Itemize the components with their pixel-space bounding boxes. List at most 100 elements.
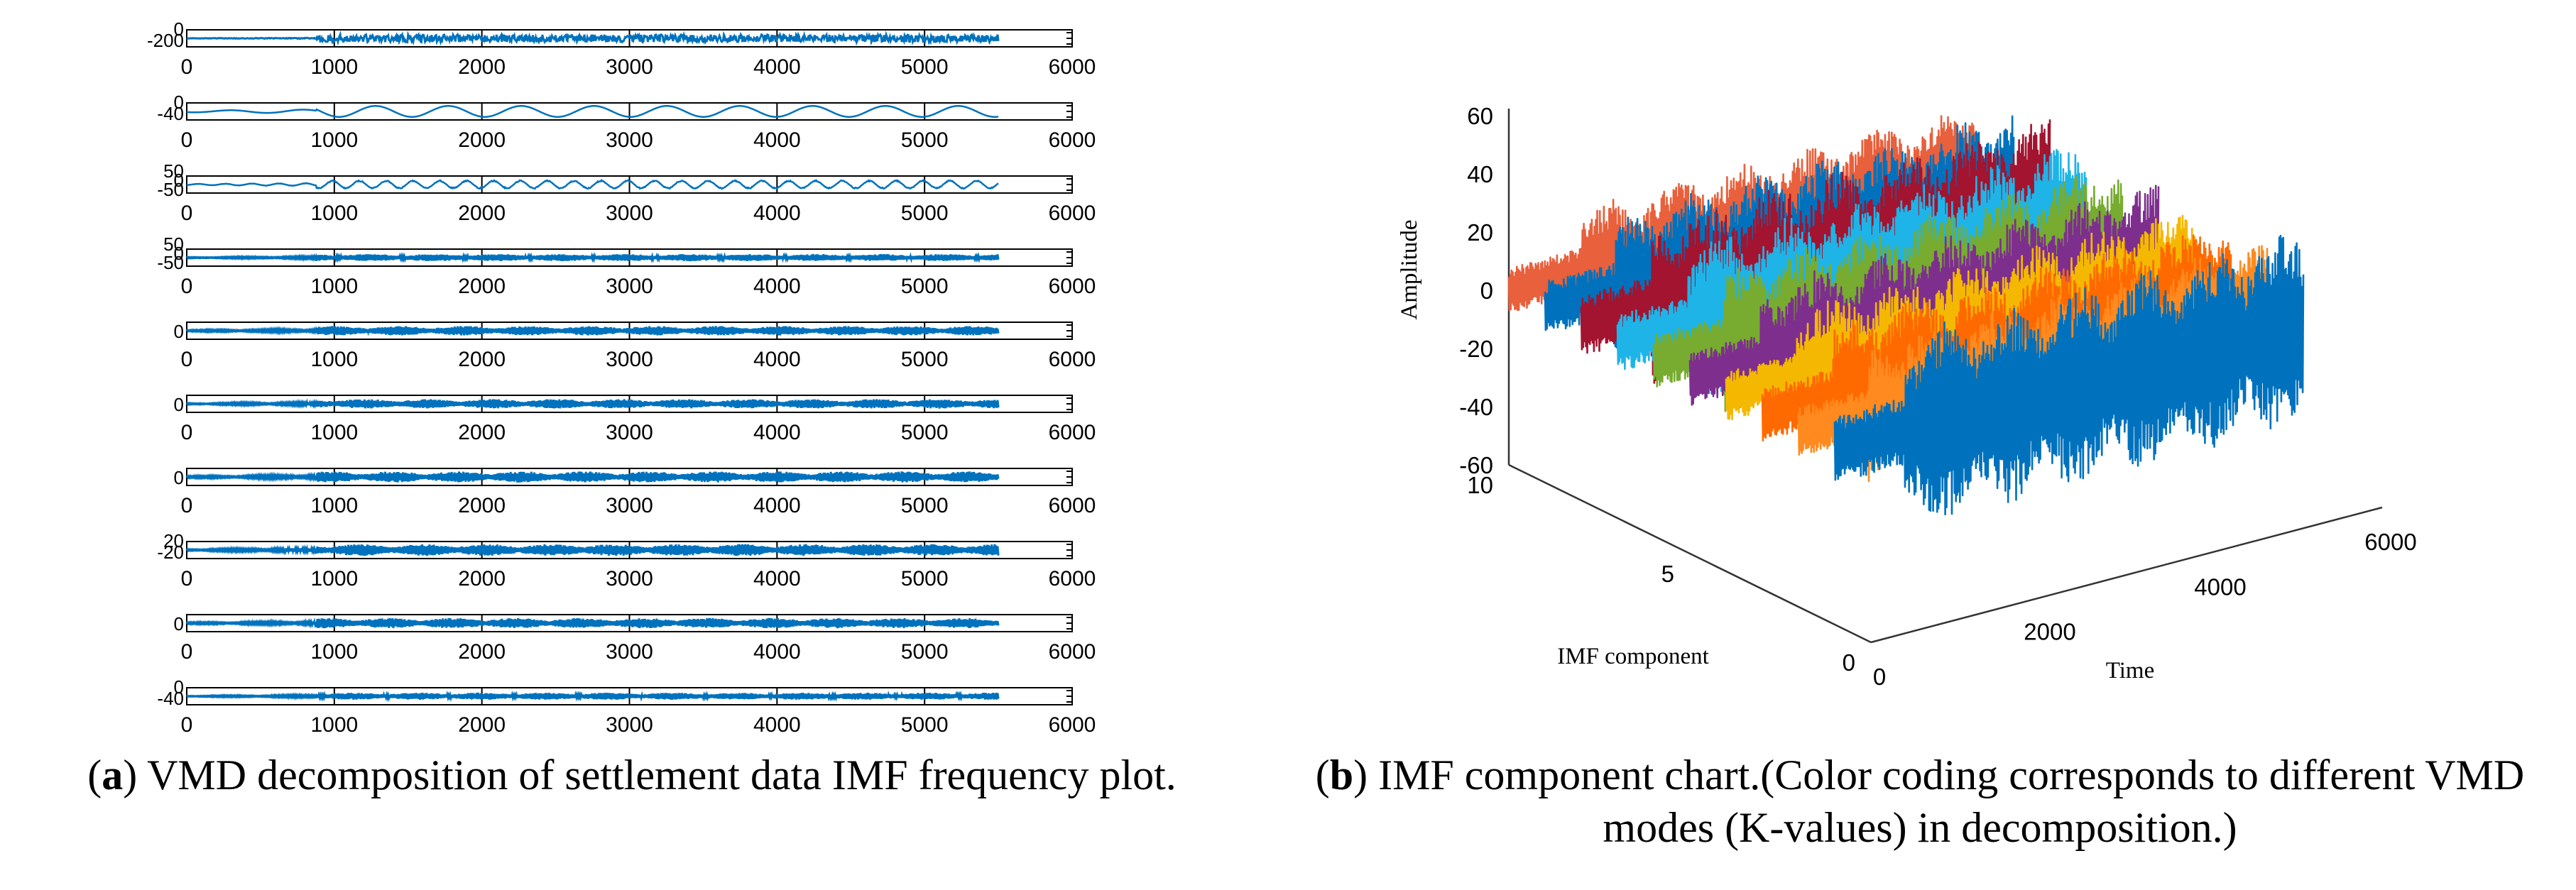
strip-x-tick-label: 3000: [606, 275, 653, 298]
strip-x-tick-label: 6000: [1049, 421, 1096, 444]
strip-y-tick-label: 0: [174, 243, 184, 264]
imf-strip-5: 0 0 1000 2000 3000 4000 5000 6000: [174, 321, 1096, 371]
imf-signal-6: [185, 398, 1000, 410]
strip-x-tick-label: 1000: [310, 494, 358, 517]
strip-y-tick-label: 0: [174, 170, 184, 191]
amplitude-axis-label: Amplitude: [1397, 219, 1422, 319]
caption-b-text: ) IMF component chart.(Color coding corr…: [1353, 752, 2525, 851]
imf-signal-3: [187, 178, 999, 190]
strip-y-tick-label: 50: [163, 234, 184, 255]
component-tick-label: 0: [1843, 649, 1855, 676]
component-tick-label: 10: [1467, 472, 1493, 498]
time-tick-label: 4000: [2194, 573, 2246, 600]
time-axis-label: Time: [2106, 658, 2154, 683]
amplitude-tick-label: -60: [1459, 452, 1493, 478]
strip-x-tick-label: 1000: [310, 421, 358, 444]
strip-x-tick-label: 1000: [310, 567, 358, 590]
strip-y-tick-label: 0: [174, 467, 184, 488]
strip-x-tick-label: 3000: [606, 348, 653, 371]
strip-x-tick-label: 2000: [458, 202, 506, 225]
caption-b-label: b: [1329, 752, 1354, 798]
strip-x-tick-label: 1000: [310, 128, 358, 152]
strip-x-tick-label: 6000: [1049, 348, 1096, 371]
strip-x-tick-label: 4000: [753, 640, 801, 664]
strip-y-tick-label: -40: [157, 688, 184, 709]
imf-signal-2: [187, 105, 999, 118]
strip-x-tick-label: 5000: [901, 275, 949, 298]
strip-x-tick-label: 6000: [1049, 494, 1096, 517]
time-axis: [1870, 506, 2383, 644]
imf-signal-8: [185, 544, 1000, 556]
strip-x-tick-label: 3000: [606, 713, 653, 737]
strip-x-tick-label: 2000: [458, 128, 506, 152]
component-axis-label: IMF component: [1557, 644, 1709, 669]
strip-x-tick-label: 5000: [901, 202, 949, 225]
series-imf-component-1: [1833, 234, 2305, 516]
strip-x-tick-label: 3000: [606, 128, 653, 152]
strip-y-tick-label: -50: [157, 179, 184, 200]
strip-x-tick-label: 5000: [901, 128, 949, 152]
strip-x-tick-label: 2000: [458, 713, 506, 737]
strip-x-tick-label: 0: [181, 275, 193, 298]
imf-strip-4: 500-500 1000 2000 3000 4000 5000 6000: [157, 234, 1096, 298]
strip-x-tick-label: 6000: [1049, 275, 1096, 298]
amplitude-tick-label: -40: [1459, 394, 1493, 420]
strip-y-tick-label: 0: [174, 394, 184, 415]
time-tick-label: 6000: [2364, 529, 2416, 555]
imf-signal-5: [185, 325, 1000, 336]
imf-strip-6: 0 0 1000 2000 3000 4000 5000 6000: [174, 394, 1096, 444]
strip-x-tick-label: 4000: [753, 55, 801, 79]
strip-x-tick-label: 4000: [753, 494, 801, 517]
series-group: [1507, 115, 2305, 516]
strip-x-tick-label: 2000: [458, 567, 506, 590]
strip-x-tick-label: 1000: [310, 275, 358, 298]
strip-y-tick-label: 50: [163, 160, 184, 182]
strip-x-tick-label: 4000: [753, 202, 801, 225]
time-tick-label: 2000: [2024, 619, 2075, 645]
strip-x-tick-label: 0: [181, 567, 193, 590]
strip-x-tick-label: 2000: [458, 640, 506, 664]
strip-x-tick-label: 0: [181, 128, 193, 152]
strip-x-tick-label: 2000: [458, 421, 506, 444]
imf-strip-8: 20-20 0 1000 2000 3000 4000 5000 6000: [157, 530, 1096, 590]
caption-a: (a) VMD decomposition of settlement data…: [87, 752, 1177, 798]
amplitude-tick-label: 60: [1467, 103, 1493, 129]
caption-a-text: ) VMD decomposition of settlement data I…: [123, 752, 1177, 798]
caption-b: (b) IMF component chart.(Color coding co…: [1315, 752, 2525, 851]
strip-x-tick-label: 5000: [901, 421, 949, 444]
imf-strip-7: 0 0 1000 2000 3000 4000 5000 6000: [174, 467, 1096, 517]
strip-x-tick-label: 0: [181, 55, 193, 79]
strip-x-tick-label: 5000: [901, 55, 949, 79]
chart-b-imf-3d-waterfall: 60 40 20 0 -20 -40 -60 0 2000 4000 6000 0 5 10 Time IMF…: [1397, 103, 2417, 690]
strip-x-tick-label: 3000: [606, 640, 653, 664]
strip-x-tick-label: 5000: [901, 713, 949, 737]
strip-y-tick-label: 0: [174, 92, 184, 113]
strip-x-tick-label: 4000: [753, 348, 801, 371]
amplitude-tick-label: -20: [1459, 336, 1493, 362]
strip-y-tick-label: 0: [174, 613, 184, 634]
strip-x-tick-label: 4000: [753, 713, 801, 737]
strip-y-tick-label: 0: [174, 676, 184, 698]
strip-x-tick-label: 0: [181, 348, 193, 371]
strip-x-tick-label: 0: [181, 640, 193, 664]
strip-x-tick-label: 4000: [753, 128, 801, 152]
imf-strip-2: 0-400 1000 2000 3000 4000 5000 6000: [157, 92, 1096, 152]
imf-signal-1: [186, 30, 1000, 46]
imf-strip-10: 0-400 1000 2000 3000 4000 5000 6000: [157, 676, 1096, 737]
strip-x-tick-label: 5000: [901, 640, 949, 664]
strip-x-tick-label: 5000: [901, 348, 949, 371]
amplitude-tick-label: 0: [1480, 278, 1493, 304]
imf-strip-1: 0-2000 1000 2000 3000 4000 5000 6000: [147, 18, 1096, 79]
strip-x-tick-label: 0: [181, 713, 193, 737]
strip-x-tick-label: 2000: [458, 275, 506, 298]
strip-x-tick-label: 1000: [310, 713, 358, 737]
strip-x-tick-label: 3000: [606, 55, 653, 79]
strip-y-tick-label: 0: [174, 321, 184, 342]
imf-strip-9: 0 0 1000 2000 3000 4000 5000 6000: [174, 613, 1096, 664]
component-tick-label: 5: [1661, 561, 1674, 587]
strip-x-tick-label: 6000: [1049, 640, 1096, 664]
caption-a-label: a: [102, 752, 124, 798]
imf-signal-9: [185, 617, 1000, 629]
